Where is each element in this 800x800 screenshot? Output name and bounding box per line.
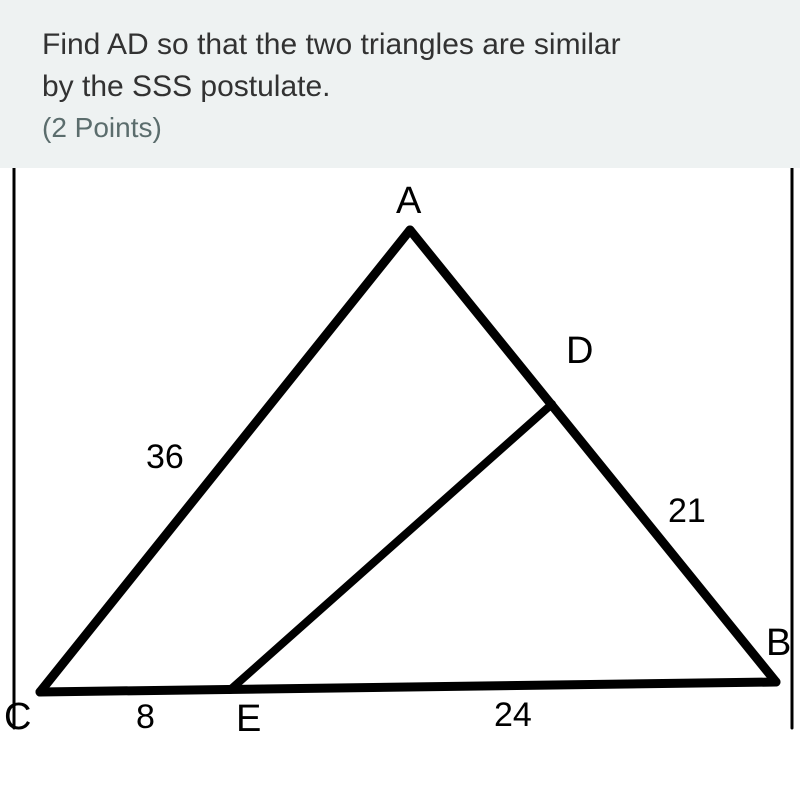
question-line-1: Find AD so that the two triangles are si… bbox=[42, 24, 776, 66]
side-label-DB: 21 bbox=[668, 492, 706, 531]
vertex-label-A: A bbox=[396, 180, 421, 223]
side-label-CE: 8 bbox=[136, 698, 155, 737]
vertex-label-E: E bbox=[236, 698, 261, 741]
side-label-AC: 36 bbox=[146, 438, 184, 477]
geometry-svg bbox=[0, 168, 800, 766]
question-box: Find AD so that the two triangles are si… bbox=[0, 0, 800, 168]
triangle-figure: A B C D E 36 21 24 8 bbox=[0, 168, 800, 766]
vertex-label-C: C bbox=[4, 696, 31, 739]
vertex-label-D: D bbox=[566, 330, 593, 373]
question-points: (2 Points) bbox=[42, 112, 776, 144]
question-line-2: by the SSS postulate. bbox=[42, 66, 776, 108]
vertex-label-B: B bbox=[766, 622, 791, 665]
side-label-EB: 24 bbox=[494, 696, 532, 735]
